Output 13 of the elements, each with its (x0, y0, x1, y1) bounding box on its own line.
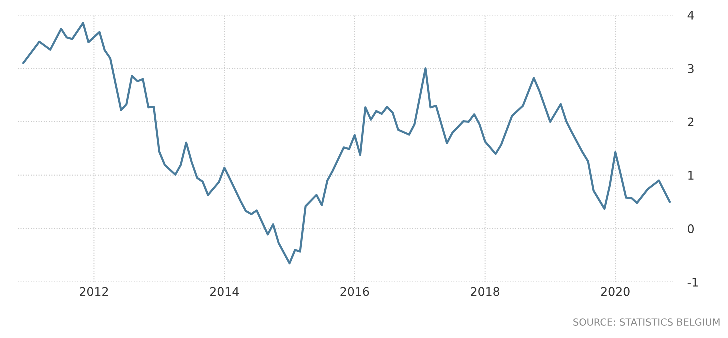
x-tick-label: 2018 (471, 287, 500, 296)
x-tick-label: 2014 (210, 287, 240, 296)
y-tick-label: 0 (688, 224, 694, 234)
y-tick-label: 1 (688, 171, 694, 180)
x-tick-label: 2012 (80, 287, 108, 296)
y-tick-label: 3 (688, 64, 694, 74)
source-note: SOURCE: STATISTICS BELGIUM (574, 318, 720, 326)
x-tick-label: 2016 (340, 287, 370, 296)
y-tick-label: 4 (688, 11, 694, 20)
line-series (22, 22, 672, 265)
x-tick-label: 2020 (601, 287, 630, 296)
y-tick-label: 2 (688, 118, 694, 127)
y-tick-label: -1 (688, 278, 698, 287)
